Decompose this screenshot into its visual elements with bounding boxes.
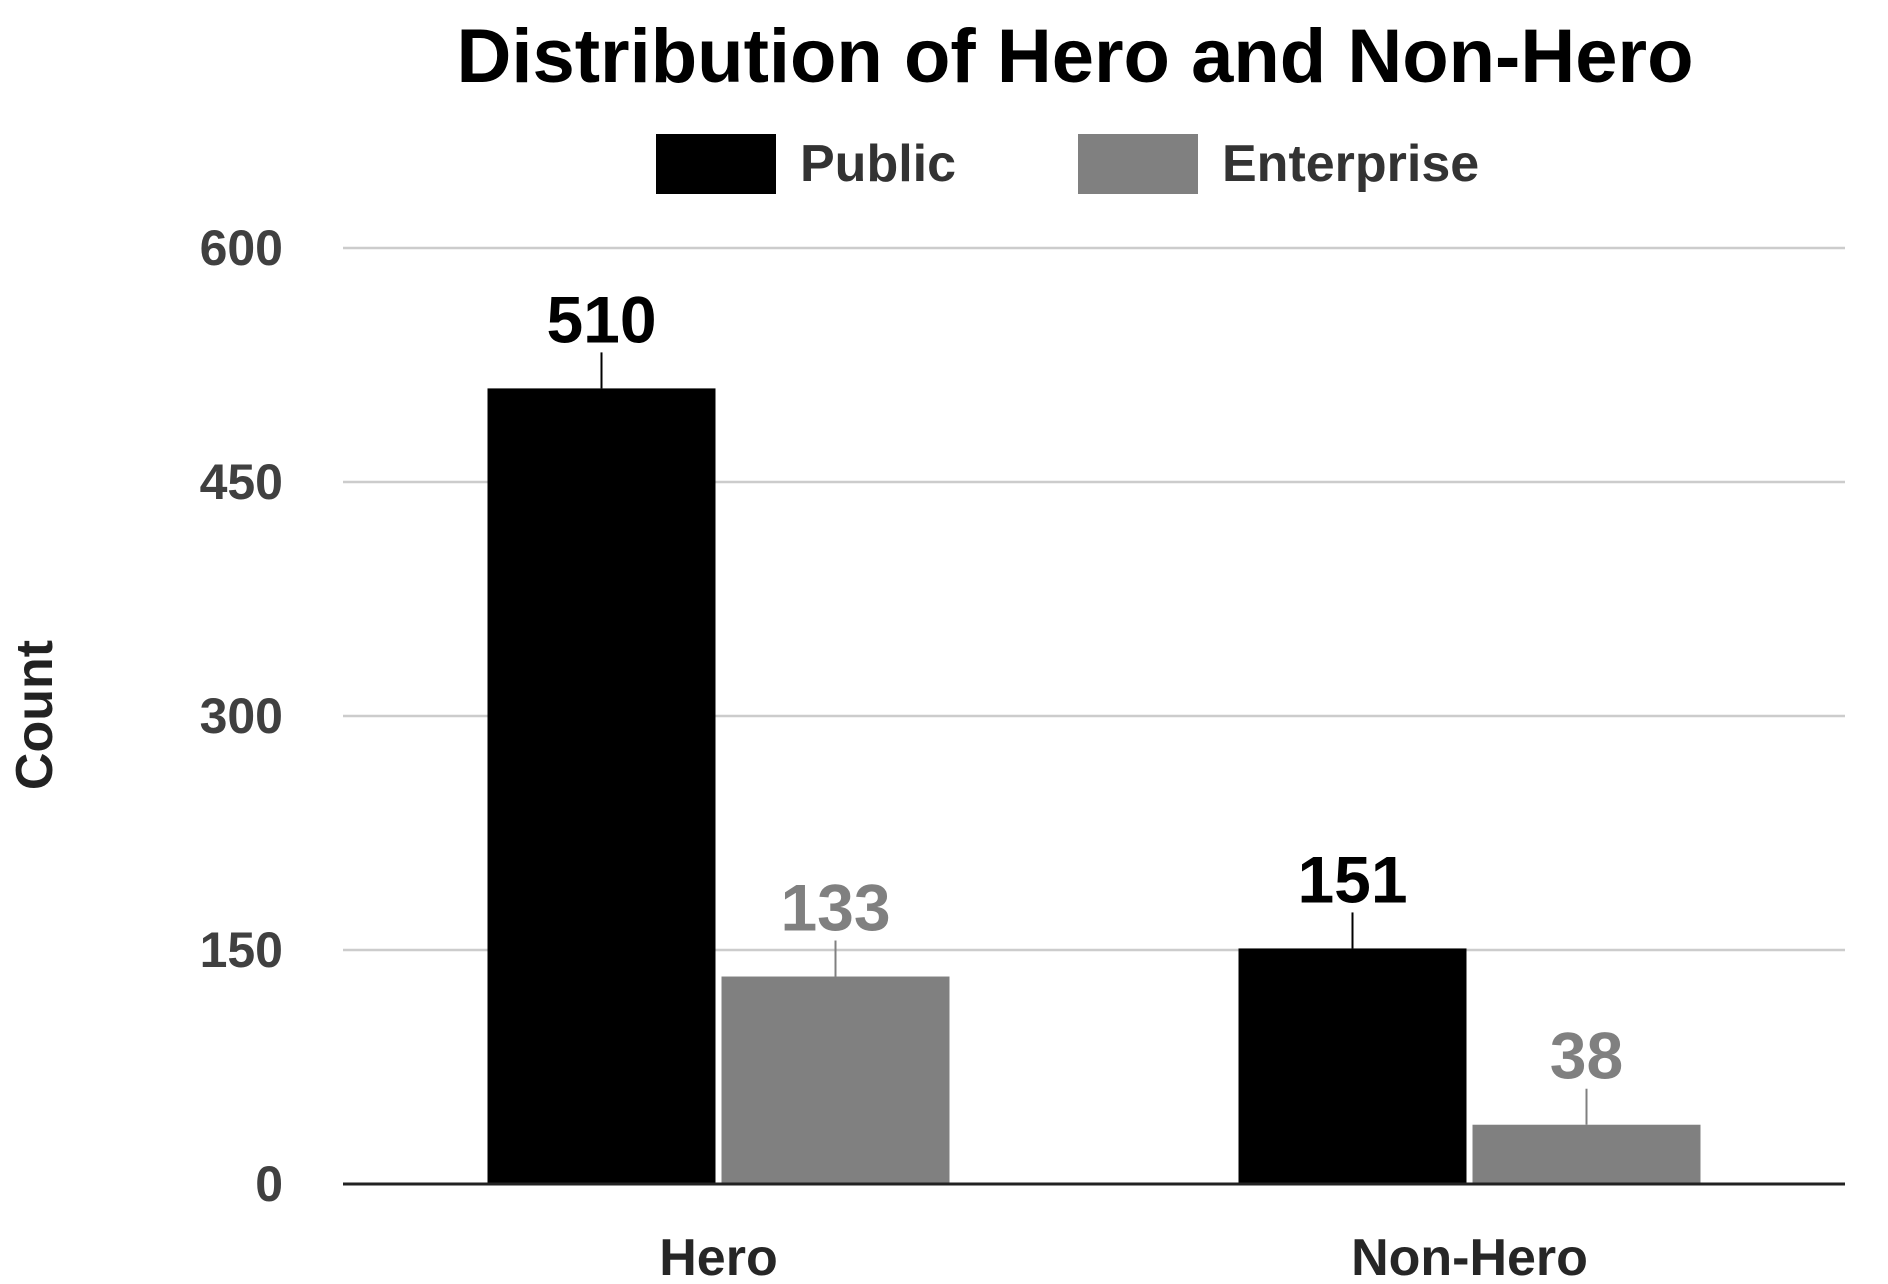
x-axis-ticks: Hero Non-Hero xyxy=(659,1229,1588,1284)
y-tick-label: 600 xyxy=(200,220,283,276)
data-label: 133 xyxy=(780,871,890,945)
y-tick-label: 0 xyxy=(255,1156,283,1212)
legend-swatch-public xyxy=(656,134,776,194)
y-tick-label: 150 xyxy=(200,922,283,978)
legend-swatch-enterprise xyxy=(1078,134,1198,194)
data-label: 151 xyxy=(1297,842,1407,916)
bar-hero-enterprise xyxy=(721,976,950,1184)
chart-title: Distribution of Hero and Non-Hero xyxy=(456,14,1693,99)
y-axis-label: Count xyxy=(6,640,64,790)
x-tick-label: Hero xyxy=(659,1229,777,1284)
data-label: 38 xyxy=(1550,1019,1623,1093)
x-tick-label: Non-Hero xyxy=(1351,1229,1588,1284)
bar-hero-public xyxy=(487,388,716,1184)
bar-value-labels: 510 133 151 38 xyxy=(546,282,1623,1125)
y-tick-label: 450 xyxy=(200,454,283,510)
y-axis-ticks: 0 150 300 450 600 xyxy=(200,220,283,1212)
legend-label-public: Public xyxy=(800,135,956,193)
data-label: 510 xyxy=(546,282,656,356)
legend-label-enterprise: Enterprise xyxy=(1222,135,1479,193)
y-tick-label: 300 xyxy=(200,688,283,744)
bars xyxy=(487,388,1701,1184)
bar-non-hero-public xyxy=(1238,948,1467,1184)
bar-non-hero-enterprise xyxy=(1472,1124,1701,1184)
legend: Public Enterprise xyxy=(656,134,1479,194)
